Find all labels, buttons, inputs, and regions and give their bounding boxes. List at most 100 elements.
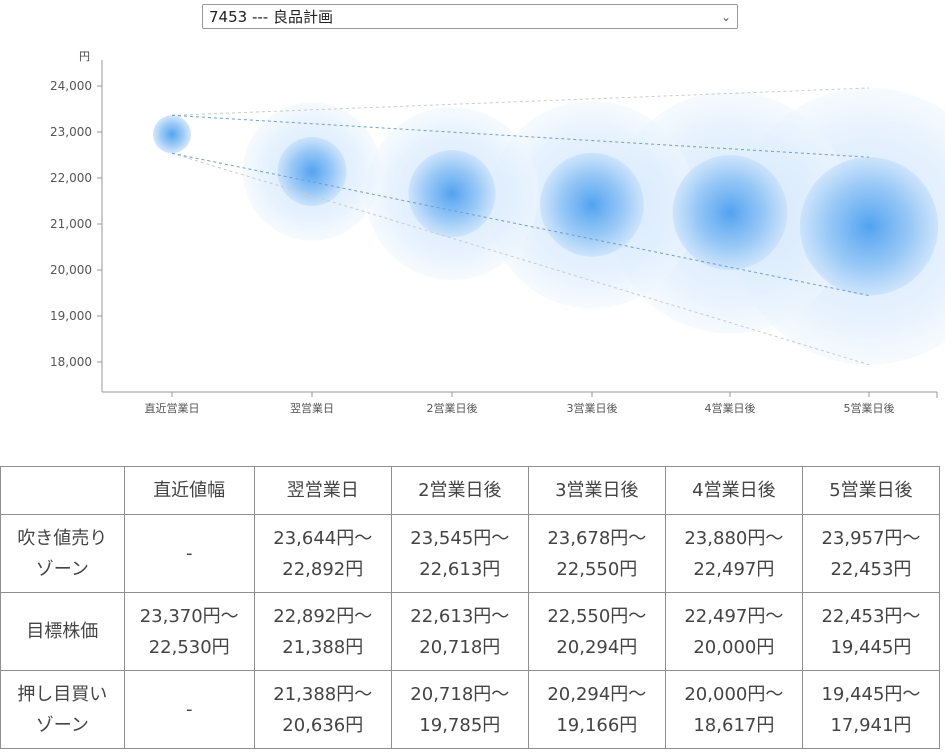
table-cell-line: 23,880円〜: [684, 527, 784, 549]
table-header-row: 直近値幅 翌営業日 2営業日後 3営業日後 4営業日後 5営業日後: [0, 466, 941, 515]
table-cell: 22,453円〜 19,445円: [801, 592, 941, 671]
table-cell-line: 22,497円: [693, 558, 775, 580]
target-range-bubble: [408, 150, 496, 238]
outer-upper-line: [171, 87, 870, 116]
table-cell: 19,445円〜 17,941円: [801, 670, 941, 749]
x-tick-label: 5営業日後: [844, 401, 895, 415]
forecast-bubble-chart: 円 18,000 19,000 20,000 21,000 22,000 23,000 24,…: [50, 50, 945, 415]
target-range-bubble: [153, 115, 191, 154]
table-cell: 23,370円〜 22,530円: [123, 592, 255, 671]
table-cell-line: 22,892円: [282, 558, 364, 580]
table-cell: 23,678円〜 22,550円: [527, 514, 666, 593]
table-cell-line: 20,000円: [693, 636, 775, 658]
table-cell-line: 20,000円〜: [684, 683, 784, 705]
table-row: 目標株価 23,370円〜 22,530円 22,892円〜 21,388円 22,613…: [0, 592, 941, 671]
x-tick-label: 4営業日後: [705, 401, 756, 415]
table-cell: 23,545円〜 22,613円: [390, 514, 529, 593]
inner-lower-line: [171, 152, 870, 297]
table-cell-line: 23,678円〜: [547, 527, 647, 549]
table-header-cell: [0, 466, 125, 515]
table-cell-line: 22,497円〜: [684, 605, 784, 627]
table-header-cell: 2営業日後: [390, 466, 529, 515]
x-tick-label: 翌営業日: [290, 401, 334, 415]
table-cell-line: 20,636円: [282, 714, 364, 736]
table-header-cell: 翌営業日: [253, 466, 392, 515]
y-tick-label: 19,000: [50, 309, 92, 323]
y-tick-label: 23,000: [50, 125, 92, 139]
row-label: 目標株価: [0, 592, 125, 671]
table-cell: 23,644円〜 22,892円: [253, 514, 392, 593]
table-cell: 20,000円〜 18,617円: [664, 670, 803, 749]
row-label-line: 押し目買い: [17, 683, 108, 705]
chart-trend-lines: [171, 87, 870, 366]
table-cell-line: 20,294円: [556, 636, 638, 658]
x-tick-label: 3営業日後: [567, 401, 618, 415]
table-row: 押し目買い ゾーン -21,388円〜 20,636円 20,718円〜 19,785円 2…: [0, 670, 941, 749]
chevron-down-icon: ⌄: [720, 9, 732, 24]
table-cell-line: 19,166円: [556, 714, 638, 736]
y-tick-label: 21,000: [50, 217, 92, 231]
inner-upper-line: [171, 114, 870, 158]
target-range-bubble: [540, 152, 644, 257]
row-label-line: ゾーン: [35, 714, 89, 736]
table-cell-line: 18,617円: [693, 714, 775, 736]
table-cell-line: 22,613円: [419, 558, 501, 580]
outer-lower-line: [171, 152, 870, 366]
y-axis-unit: 円: [79, 50, 90, 63]
x-tick-label: 直近営業日: [145, 401, 200, 415]
target-range-bubble: [672, 155, 788, 270]
target-range-bubble: [799, 157, 939, 296]
table-cell: 20,294円〜 19,166円: [527, 670, 666, 749]
x-tick-label: 2営業日後: [427, 401, 478, 415]
y-tick-label: 22,000: [50, 171, 92, 185]
table-cell-line: 22,613円〜: [410, 605, 510, 627]
table-cell: 22,550円〜 20,294円: [527, 592, 666, 671]
table-cell-line: 22,892円〜: [273, 605, 373, 627]
row-label: 押し目買い ゾーン: [0, 670, 125, 749]
table-cell-line: 19,445円: [830, 636, 912, 658]
chart-bubbles: [153, 87, 945, 365]
table-cell-line: 21,388円: [282, 636, 364, 658]
table-cell: 23,880円〜 22,497円: [664, 514, 803, 593]
table-header-cell: 3営業日後: [527, 466, 666, 515]
table-header-cell: 4営業日後: [664, 466, 803, 515]
table-cell: -: [123, 670, 255, 749]
row-label-line: ゾーン: [35, 558, 89, 580]
y-tick-label: 18,000: [50, 355, 92, 369]
y-tick-label: 24,000: [50, 79, 92, 93]
table-cell: 22,892円〜 21,388円: [253, 592, 392, 671]
table-cell-line: 23,370円〜: [139, 605, 239, 627]
y-tick-label: 20,000: [50, 263, 92, 277]
stock-selector-value: 7453 --- 良品計画: [209, 8, 333, 26]
table-cell: 20,718円〜 19,785円: [390, 670, 529, 749]
table-cell-line: 20,718円: [419, 636, 501, 658]
table-cell-line: 21,388円〜: [273, 683, 373, 705]
stock-selector[interactable]: 7453 --- 良品計画 ⌄: [202, 4, 738, 29]
table-cell-line: 22,530円: [148, 636, 230, 658]
table-header-cell: 直近値幅: [123, 466, 255, 515]
table-cell-line: 23,545円〜: [410, 527, 510, 549]
table-cell-line: 19,785円: [419, 714, 501, 736]
table-cell-line: 22,550円〜: [547, 605, 647, 627]
forecast-table: 直近値幅 翌営業日 2営業日後 3営業日後 4営業日後 5営業日後 吹き値売りゾ…: [0, 466, 941, 749]
table-cell-line: 20,718円〜: [410, 683, 510, 705]
table-cell-line: 23,957円〜: [821, 527, 921, 549]
table-cell-line: -: [185, 543, 193, 564]
table-cell-line: 23,644円〜: [273, 527, 373, 549]
table-cell-line: 20,294円〜: [547, 683, 647, 705]
table-cell: -: [123, 514, 255, 593]
table-header-cell: 5営業日後: [801, 466, 941, 515]
target-range-bubble: [277, 136, 347, 207]
row-label-line: 吹き値売り: [17, 527, 108, 549]
table-cell-line: -: [185, 699, 193, 720]
chart-axes: 円 18,000 19,000 20,000 21,000 22,000 23,000 24,…: [50, 50, 938, 415]
table-cell-line: 19,445円〜: [821, 683, 921, 705]
table-cell: 22,497円〜 20,000円: [664, 592, 803, 671]
table-cell-line: 22,453円: [830, 558, 912, 580]
row-label-line: 目標株価: [26, 621, 99, 642]
table-cell-line: 17,941円: [830, 714, 912, 736]
row-label: 吹き値売り ゾーン: [0, 514, 125, 593]
table-cell: 21,388円〜 20,636円: [253, 670, 392, 749]
table-cell: 23,957円〜 22,453円: [801, 514, 941, 593]
table-cell: 22,613円〜 20,718円: [390, 592, 529, 671]
